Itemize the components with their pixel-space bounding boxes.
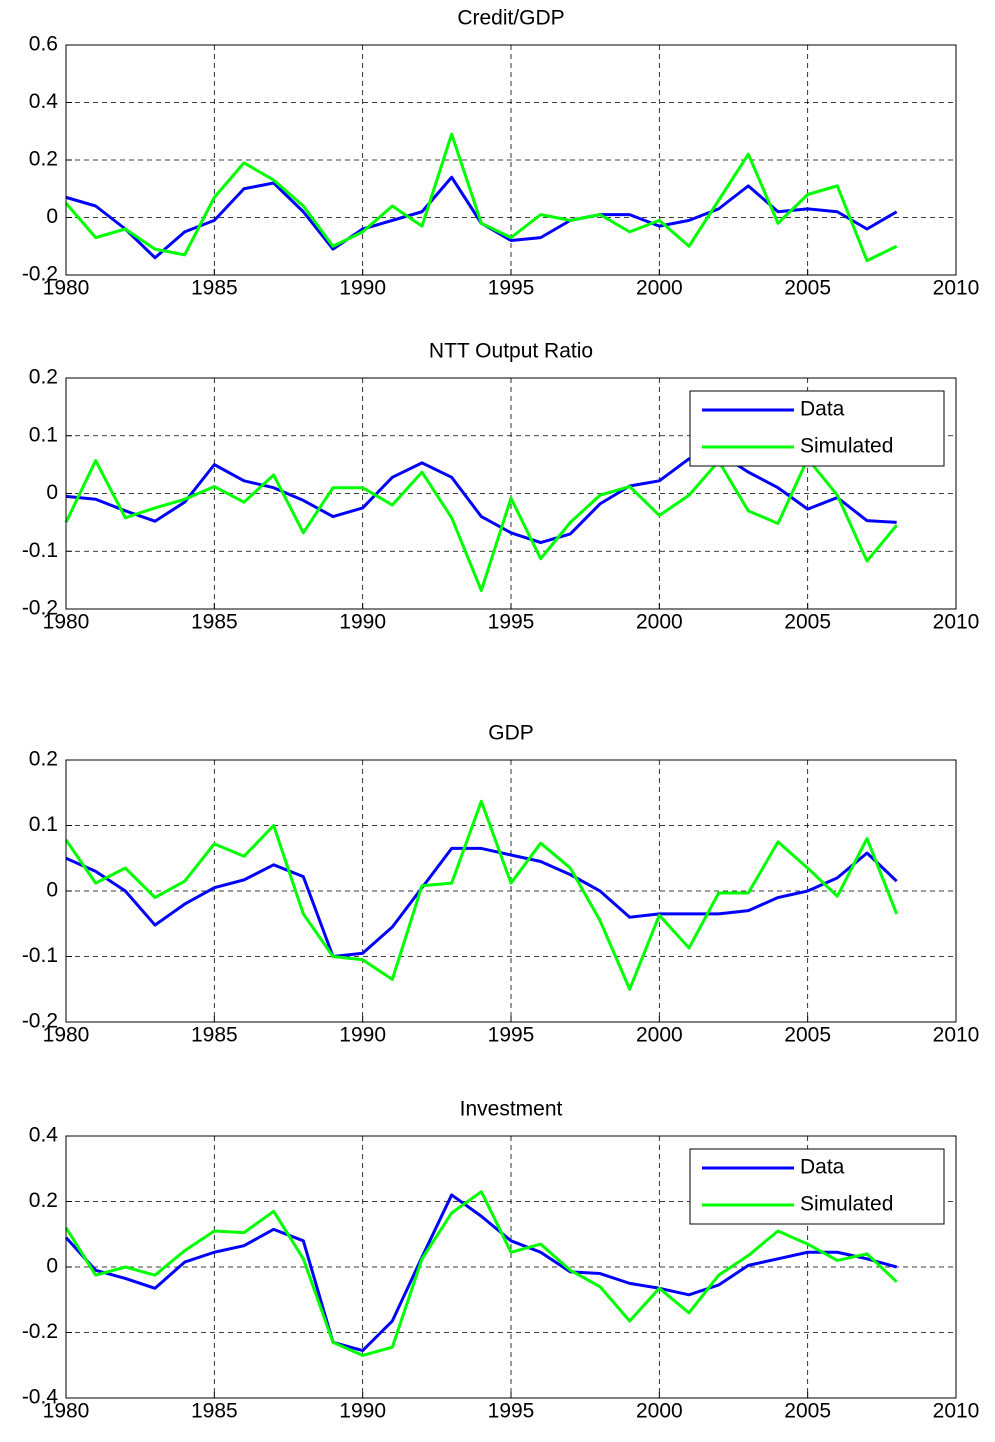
data-line	[64, 132, 898, 263]
x-tick-label: 2005	[784, 1024, 831, 1047]
x-tick-label: 1980	[43, 1400, 90, 1423]
chart-title: Investment	[460, 1098, 563, 1121]
y-tick-label: 0.2	[29, 1189, 58, 1212]
x-tick-label: 1980	[43, 611, 90, 634]
x-tick-label: 2005	[784, 1400, 831, 1423]
chart-title: NTT Output Ratio	[429, 340, 593, 363]
x-tick-label: 2010	[933, 1400, 980, 1423]
y-tick-label: 0.2	[29, 748, 58, 771]
x-tick-label: 1990	[339, 277, 386, 300]
y-tick-label: 0	[46, 1255, 58, 1278]
y-tick-label: 0.6	[29, 33, 58, 56]
x-tick-label: 1995	[488, 277, 535, 300]
y-tick-label: 0.1	[29, 423, 58, 446]
x-tick-label: 2000	[636, 611, 683, 634]
y-tick-label: -0.4	[22, 1386, 59, 1409]
data-line	[65, 451, 897, 545]
y-tick-label: 0.2	[29, 366, 58, 389]
y-tick-label: 0.2	[29, 148, 58, 171]
legend-label: Data	[800, 398, 845, 421]
legend-box	[689, 1148, 945, 1225]
x-tick-label: 1985	[191, 611, 238, 634]
y-tick-label: -0.2	[22, 1320, 58, 1343]
axes-frame	[65, 44, 957, 276]
y-tick-label: -0.1	[22, 944, 58, 967]
y-tick-label: -0.2	[22, 597, 58, 620]
chart-title: Credit/GDP	[457, 7, 564, 30]
y-tick-label: 0	[46, 205, 58, 228]
x-tick-label: 2000	[636, 1024, 683, 1047]
y-tick-label: 0	[46, 481, 58, 504]
x-tick-label: 1985	[191, 1400, 238, 1423]
x-tick-label: 1980	[43, 1024, 90, 1047]
data-line	[64, 1190, 898, 1357]
y-tick-label: 0.4	[29, 1124, 59, 1147]
x-tick-label: 2010	[933, 611, 980, 634]
y-tick-label: -0.1	[22, 539, 58, 562]
data-line	[65, 846, 898, 958]
x-tick-label: 1985	[191, 277, 238, 300]
x-tick-label: 1990	[339, 1024, 386, 1047]
x-tick-label: 2010	[933, 277, 980, 300]
x-tick-label: 2005	[784, 611, 831, 634]
axes-frame	[65, 1135, 957, 1399]
data-line	[64, 1193, 898, 1353]
x-tick-label: 1995	[488, 1400, 535, 1423]
x-tick-label: 2000	[636, 277, 683, 300]
legend-label: Simulated	[800, 1193, 893, 1216]
x-tick-label: 1985	[191, 1024, 238, 1047]
x-tick-label: 2000	[636, 1400, 683, 1423]
y-tick-label: 0.4	[29, 90, 59, 113]
data-line	[64, 457, 898, 593]
y-tick-label: 0	[46, 879, 58, 902]
x-tick-label: 1990	[339, 1400, 386, 1423]
x-tick-label: 1980	[43, 277, 90, 300]
x-tick-label: 1990	[339, 611, 386, 634]
legend-label: Data	[800, 1156, 845, 1179]
legend-label: Simulated	[800, 435, 893, 458]
y-tick-label: -0.2	[22, 263, 58, 286]
axes-frame	[65, 759, 957, 1023]
axes-frame	[65, 377, 957, 610]
legend-box	[689, 390, 945, 467]
x-tick-label: 1995	[488, 611, 535, 634]
y-tick-label: 0.1	[29, 813, 58, 836]
chart-title: GDP	[488, 722, 534, 745]
x-tick-label: 1995	[488, 1024, 535, 1047]
y-tick-label: -0.2	[22, 1010, 58, 1033]
data-line	[64, 799, 899, 991]
x-tick-label: 2010	[933, 1024, 980, 1047]
x-tick-label: 2005	[784, 277, 831, 300]
